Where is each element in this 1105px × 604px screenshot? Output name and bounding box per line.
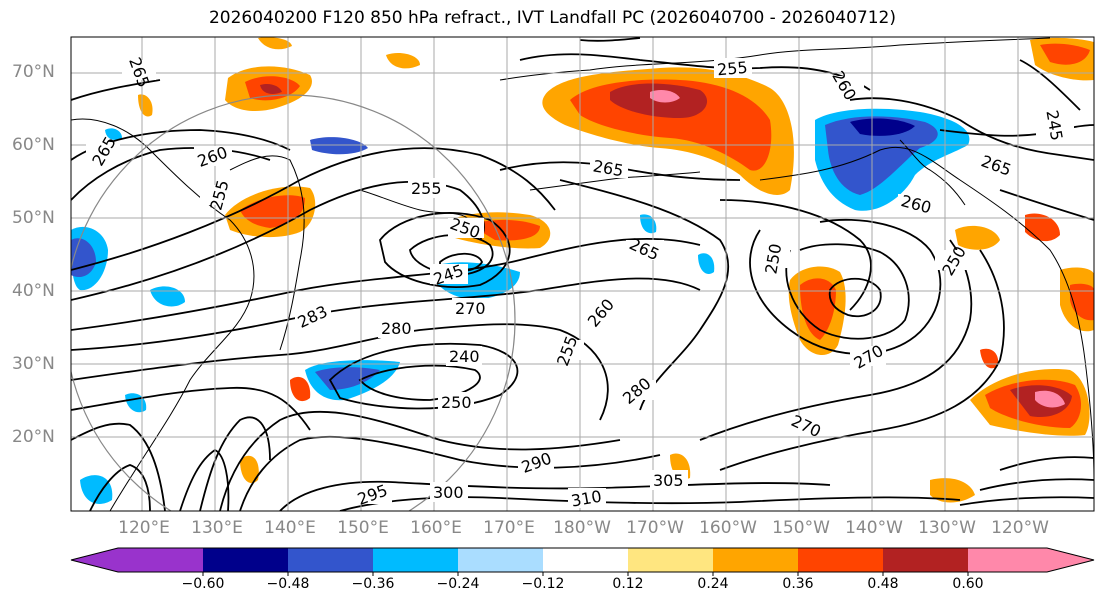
colorbar-seg xyxy=(543,548,628,572)
lon-label: 160°E xyxy=(410,518,462,538)
lat-label: 20°N xyxy=(12,427,55,447)
lon-label: 180°W xyxy=(553,518,611,538)
contour-label: 240 xyxy=(449,347,480,366)
graticule xyxy=(71,37,1094,511)
colorbar-seg xyxy=(118,548,203,572)
colorbar-extend-right xyxy=(1047,548,1094,572)
colorbar-tick-label: −0.36 xyxy=(351,576,395,592)
lon-label: 120°E xyxy=(118,518,170,538)
colorbar-seg xyxy=(288,548,373,572)
lat-label: 30°N xyxy=(12,354,55,374)
colorbar-tick-label: 0.36 xyxy=(782,576,814,592)
colorbar-tick-label: 0.60 xyxy=(952,576,984,592)
lon-label: 150°W xyxy=(772,518,830,538)
plot-frame xyxy=(70,36,1095,512)
colorbar-seg xyxy=(203,548,288,572)
colorbar xyxy=(70,547,1095,576)
colorbar-tick-label: −0.48 xyxy=(266,576,310,592)
colorbar-tick-label: −0.60 xyxy=(181,576,225,592)
contour-label: 280 xyxy=(381,319,412,338)
colorbar-seg xyxy=(373,548,458,572)
lat-label: 70°N xyxy=(12,62,55,82)
colorbar-seg xyxy=(883,548,968,572)
map-plot-area: 265 260 255 265 255 250 245 270 280 283 … xyxy=(71,37,1094,511)
range-ring xyxy=(71,94,516,511)
colorbar-seg xyxy=(628,548,713,572)
colorbar-tick-label: 0.48 xyxy=(867,576,899,592)
refractivity-contours xyxy=(71,37,1094,511)
contour-labels: 265 260 255 265 255 250 245 270 280 283 … xyxy=(86,55,1074,511)
colorbar-seg xyxy=(713,548,798,572)
colorbar-tick-label: 0.24 xyxy=(697,576,729,592)
shading-layer xyxy=(71,37,1094,504)
coastlines xyxy=(71,37,1094,511)
contour-label: 270 xyxy=(455,299,486,318)
lon-label: 170°E xyxy=(483,518,535,538)
lon-label: 170°W xyxy=(626,518,684,538)
lat-label: 50°N xyxy=(12,208,55,228)
lon-label: 160°W xyxy=(699,518,757,538)
lon-label: 120°W xyxy=(991,518,1049,538)
contour-label: 255 xyxy=(716,58,748,80)
contour-label: 255 xyxy=(411,179,442,198)
lat-label: 40°N xyxy=(12,281,55,301)
lon-label: 130°W xyxy=(918,518,976,538)
lon-label: 150°E xyxy=(337,518,389,538)
colorbar-seg xyxy=(798,548,883,572)
colorbar-seg xyxy=(968,548,1047,572)
lat-label: 60°N xyxy=(12,135,55,155)
colorbar-tick-label: −0.12 xyxy=(521,576,565,592)
colorbar-tick-label: −0.24 xyxy=(436,576,480,592)
colorbar-extend-left xyxy=(71,548,118,572)
lon-label: 140°E xyxy=(264,518,316,538)
colorbar-seg xyxy=(458,548,543,572)
map-title: 2026040200 F120 850 hPa refract., IVT La… xyxy=(208,8,896,28)
lon-label: 140°W xyxy=(845,518,903,538)
lon-label: 130°E xyxy=(191,518,243,538)
contour-label: 305 xyxy=(653,471,684,490)
contour-label: 300 xyxy=(433,483,464,502)
colorbar-tick-label: 0.12 xyxy=(612,576,644,592)
contour-label: 250 xyxy=(441,393,472,412)
